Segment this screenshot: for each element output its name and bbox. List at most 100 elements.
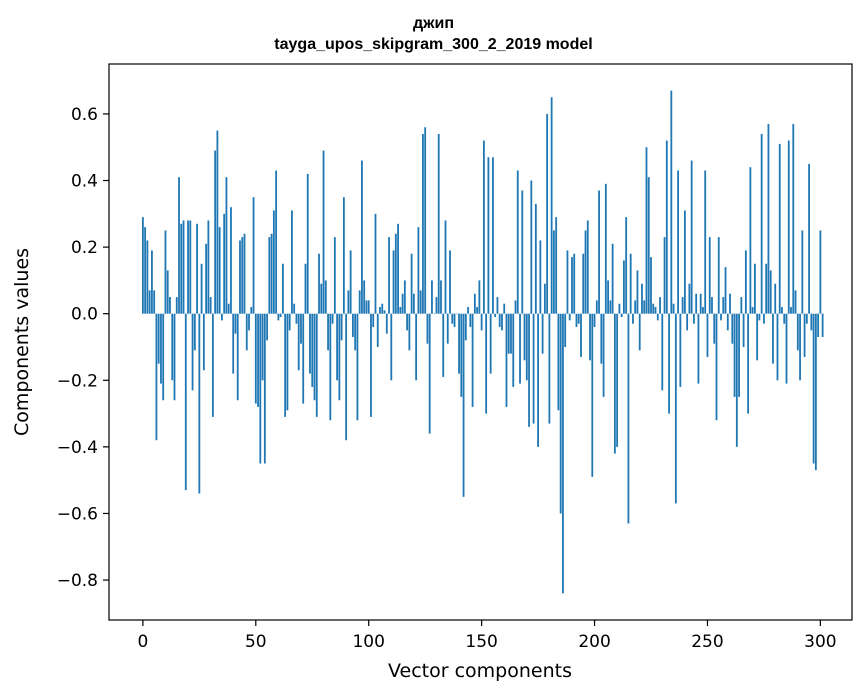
bar-137 [451,313,454,324]
bar-296 [810,313,813,331]
bar-103 [374,213,377,314]
bar-33 [216,130,219,314]
bar-119 [410,253,413,314]
bar-211 [618,303,621,314]
bar-14 [173,313,176,401]
bar-203 [600,313,603,364]
bar-141 [460,313,463,397]
bar-80 [322,150,325,314]
bar-126 [426,313,429,344]
bar-195 [582,253,585,314]
bar-135 [446,313,449,344]
bar-155 [492,157,494,314]
bar-209 [613,313,616,454]
bar-263 [735,313,738,447]
bar-184 [557,313,560,411]
bar-286 [787,140,790,314]
bar-16 [178,177,180,314]
bar-34 [218,227,221,314]
bar-241 [686,313,689,331]
bar-37 [225,177,228,314]
bar-68 [295,313,298,324]
bar-250 [706,313,709,357]
bar-109 [388,237,390,314]
bar-176 [539,240,542,314]
bar-23 [193,313,196,351]
bar-190 [571,257,573,314]
bar-50 [254,313,257,404]
bar-174 [534,203,537,314]
bar-132 [440,280,442,314]
bar-36 [223,213,226,314]
bar-6 [155,313,158,441]
bar-134 [444,220,447,314]
bar-44 [241,237,244,314]
bars-group [141,90,824,594]
bar-56 [268,237,271,314]
y-tick-label: 0.0 [71,305,98,325]
bar-79 [320,283,323,314]
bar-229 [659,297,661,314]
bar-300 [819,230,822,314]
bar-182 [552,230,555,314]
bar-64 [286,313,289,411]
bar-76 [313,313,316,401]
bar-35 [221,313,223,321]
bar-264 [738,313,740,397]
bar-12 [169,297,171,314]
bar-82 [327,313,329,351]
bar-236 [674,313,677,504]
bar-59 [275,170,278,314]
bar-3 [148,290,151,314]
bar-260 [729,293,731,314]
bar-154 [489,313,492,374]
bar-75 [311,313,314,387]
bar-51 [257,313,259,407]
bar-63 [284,313,287,417]
y-tick-label: −0.4 [57,438,98,458]
bar-223 [645,147,648,314]
bar-130 [435,297,438,314]
bar-156 [494,313,497,318]
bar-281 [776,313,779,381]
bar-5 [153,290,156,314]
bar-60 [277,313,280,321]
bar-164 [512,313,515,387]
bar-19 [184,313,187,491]
bar-29 [207,220,210,314]
bar-258 [724,267,727,314]
bar-249 [704,170,707,314]
bar-277 [767,123,770,314]
bar-208 [611,243,614,314]
bar-104 [376,313,379,347]
bar-9 [162,313,165,401]
bar-251 [708,237,711,314]
bar-171 [528,313,530,427]
bar-95 [356,313,359,421]
bar-108 [385,313,388,334]
bar-173 [532,313,535,424]
bar-87 [338,313,341,401]
bar-61 [279,313,282,318]
bar-85 [333,237,336,314]
bar-261 [731,313,734,344]
bar-166 [516,170,519,314]
bar-72 [304,263,307,314]
bar-124 [422,133,424,314]
bar-96 [358,290,361,314]
y-tick-label: −0.8 [57,571,98,591]
bar-276 [765,263,768,314]
bar-253 [713,313,716,344]
bar-73 [306,173,309,314]
bar-293 [803,313,806,357]
bar-140 [458,313,460,374]
bar-170 [525,313,528,381]
bar-144 [467,307,469,314]
bar-101 [370,313,372,417]
bar-152 [485,313,488,414]
bar-298 [814,313,817,471]
bar-245 [695,293,698,314]
bar-94 [354,313,357,351]
bar-151 [482,140,485,314]
